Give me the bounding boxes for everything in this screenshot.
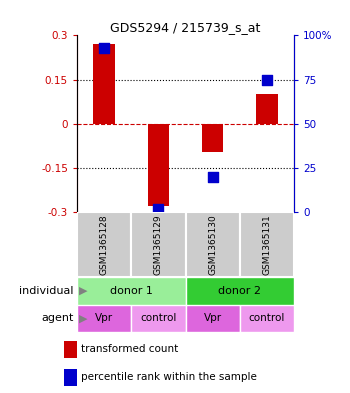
Point: [264, 76, 270, 83]
Bar: [131, 212, 186, 277]
Text: agent: agent: [41, 313, 74, 323]
Bar: [77, 277, 186, 305]
Text: transformed count: transformed count: [80, 344, 178, 354]
Bar: [77, 305, 131, 332]
Bar: [186, 305, 240, 332]
Bar: [64, 341, 77, 358]
Bar: [186, 212, 240, 277]
Text: percentile rank within the sample: percentile rank within the sample: [80, 372, 257, 382]
Bar: [93, 44, 115, 124]
Text: GSM1365130: GSM1365130: [208, 214, 217, 275]
Bar: [186, 277, 294, 305]
Text: Vpr: Vpr: [95, 313, 113, 323]
Text: donor 2: donor 2: [218, 286, 261, 296]
Text: control: control: [249, 313, 285, 323]
Bar: [240, 305, 294, 332]
Bar: [131, 305, 186, 332]
Bar: [77, 212, 131, 277]
Text: ▶: ▶: [79, 286, 87, 296]
Text: donor 1: donor 1: [110, 286, 153, 296]
Point: [155, 206, 161, 212]
Text: ▶: ▶: [79, 313, 87, 323]
Bar: [148, 124, 169, 206]
Text: Vpr: Vpr: [204, 313, 222, 323]
Text: control: control: [140, 313, 176, 323]
Bar: [240, 212, 294, 277]
Text: GSM1365128: GSM1365128: [100, 214, 108, 275]
Point: [210, 174, 216, 180]
Text: GSM1365129: GSM1365129: [154, 214, 163, 275]
Text: GSM1365131: GSM1365131: [262, 214, 271, 275]
Point: [102, 44, 107, 51]
Bar: [202, 124, 224, 152]
Text: individual: individual: [19, 286, 74, 296]
Bar: [64, 369, 77, 386]
Bar: [256, 94, 278, 124]
Title: GDS5294 / 215739_s_at: GDS5294 / 215739_s_at: [110, 21, 261, 34]
